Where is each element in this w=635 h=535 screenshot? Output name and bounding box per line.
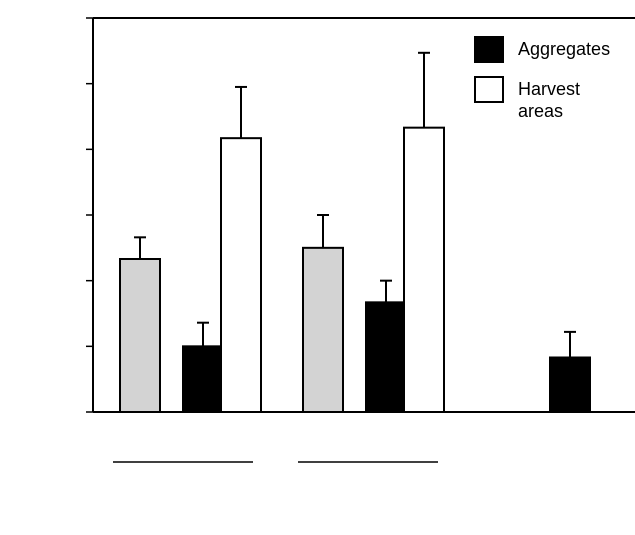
legend-swatch — [474, 76, 504, 103]
bar — [549, 356, 591, 414]
bar — [182, 345, 224, 414]
bar — [403, 126, 445, 413]
bar — [365, 301, 407, 413]
bar — [119, 257, 161, 413]
legend-label: Harvest areas — [518, 79, 580, 121]
legend-label: Aggregates — [518, 39, 610, 59]
bar — [302, 246, 344, 413]
legend-swatch — [474, 36, 504, 63]
bar — [220, 137, 262, 413]
